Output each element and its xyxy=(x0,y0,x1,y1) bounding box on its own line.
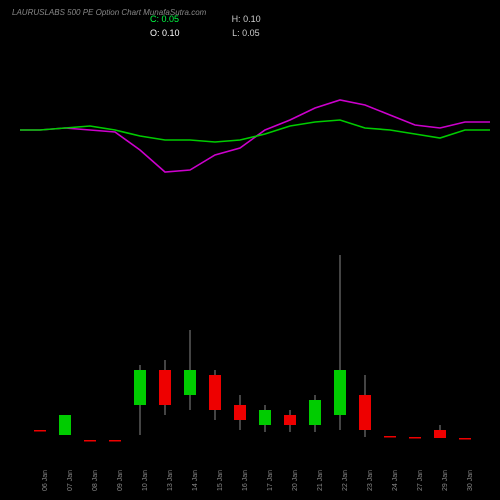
x-axis-tick-label: 30 Jan xyxy=(467,470,474,491)
x-axis-tick-label: 23 Jan xyxy=(367,470,374,491)
x-axis-tick-label: 14 Jan xyxy=(192,470,199,491)
x-axis-tick-label: 08 Jan xyxy=(92,470,99,491)
x-axis-tick-label: 29 Jan xyxy=(442,470,449,491)
x-axis-tick-label: 27 Jan xyxy=(417,470,424,491)
x-axis-tick-label: 16 Jan xyxy=(242,470,249,491)
x-axis-tick-label: 21 Jan xyxy=(317,470,324,491)
x-axis-labels: 06 Jan 07 Jan 08 Jan 09 Jan 10 Jan 13 Jan 14 J… xyxy=(0,454,500,494)
x-axis-tick-label: 06 Jan xyxy=(42,470,49,491)
x-axis-tick-label: 07 Jan xyxy=(67,470,74,491)
x-axis-tick-label: 15 Jan xyxy=(217,470,224,491)
x-axis-tick-label: 10 Jan xyxy=(142,470,149,491)
x-axis-tick-label: 09 Jan xyxy=(117,470,124,491)
x-axis-tick-label: 22 Jan xyxy=(342,470,349,491)
x-axis-tick-label: 20 Jan xyxy=(292,470,299,491)
price-chart xyxy=(0,0,500,500)
x-axis-tick-label: 24 Jan xyxy=(392,470,399,491)
x-axis-tick-label: 17 Jan xyxy=(267,470,274,491)
x-axis-tick-label: 13 Jan xyxy=(167,470,174,491)
